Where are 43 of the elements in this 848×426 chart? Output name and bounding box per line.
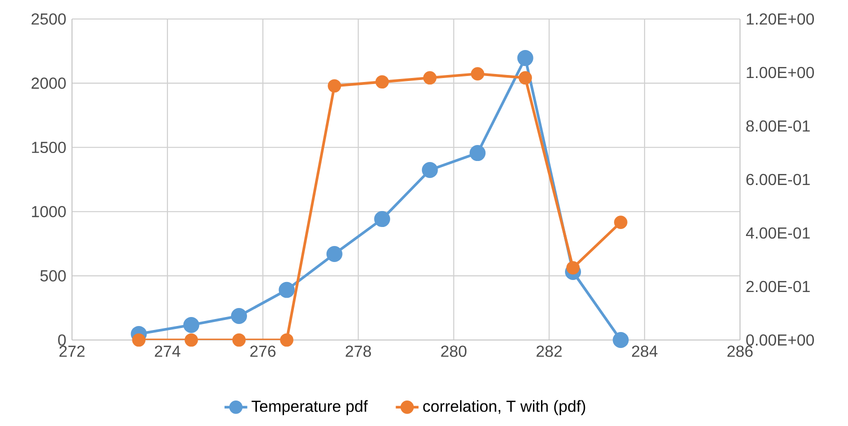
x-tick-label: 278 xyxy=(346,346,371,357)
point xyxy=(374,211,390,228)
point xyxy=(612,332,629,348)
y-tick-label: 1500 xyxy=(32,142,66,154)
point xyxy=(184,333,198,347)
point xyxy=(375,75,389,89)
point xyxy=(280,333,294,347)
y-tick-label: 2000 xyxy=(32,78,66,89)
point xyxy=(183,316,200,333)
x-tick-label: 282 xyxy=(536,346,562,357)
point xyxy=(517,50,534,66)
y2-tick-label: 6.00E-01 xyxy=(746,174,810,186)
y2-tick-label: 1.00E+00 xyxy=(746,66,814,78)
point xyxy=(132,333,146,347)
y-tick-label: 2500 xyxy=(32,13,66,25)
point xyxy=(470,145,486,162)
x-tick-label: 284 xyxy=(632,346,658,357)
y-tick-label: 0 xyxy=(58,334,66,346)
y-tick-label: 1000 xyxy=(32,206,66,218)
point xyxy=(422,162,438,178)
x-tick-label: 274 xyxy=(154,346,180,357)
y2-tick-label: 0.00E+00 xyxy=(746,334,814,346)
x-tick-label: 286 xyxy=(727,346,753,357)
point xyxy=(470,67,484,81)
x-tick-label: 280 xyxy=(441,346,466,357)
point xyxy=(328,79,342,93)
point xyxy=(232,333,246,347)
x-tick-label: 272 xyxy=(59,346,85,357)
legend-label: Temperature pdf xyxy=(252,400,368,416)
point xyxy=(566,261,580,274)
legend-label: correlation, T with (pdf) xyxy=(423,400,586,416)
point xyxy=(614,216,628,229)
y-tick-label: 500 xyxy=(40,270,66,282)
y2-tick-label: 4.00E-01 xyxy=(746,227,810,239)
y2-tick-label: 8.00E-01 xyxy=(746,120,810,132)
point xyxy=(231,308,248,324)
point xyxy=(278,282,295,298)
point xyxy=(326,246,342,262)
y2-tick-label: 1.20E+00 xyxy=(746,13,814,25)
y2-tick-label: 2.00E-01 xyxy=(746,280,810,292)
point xyxy=(423,71,437,85)
point xyxy=(518,71,532,85)
x-tick-label: 276 xyxy=(250,346,276,357)
